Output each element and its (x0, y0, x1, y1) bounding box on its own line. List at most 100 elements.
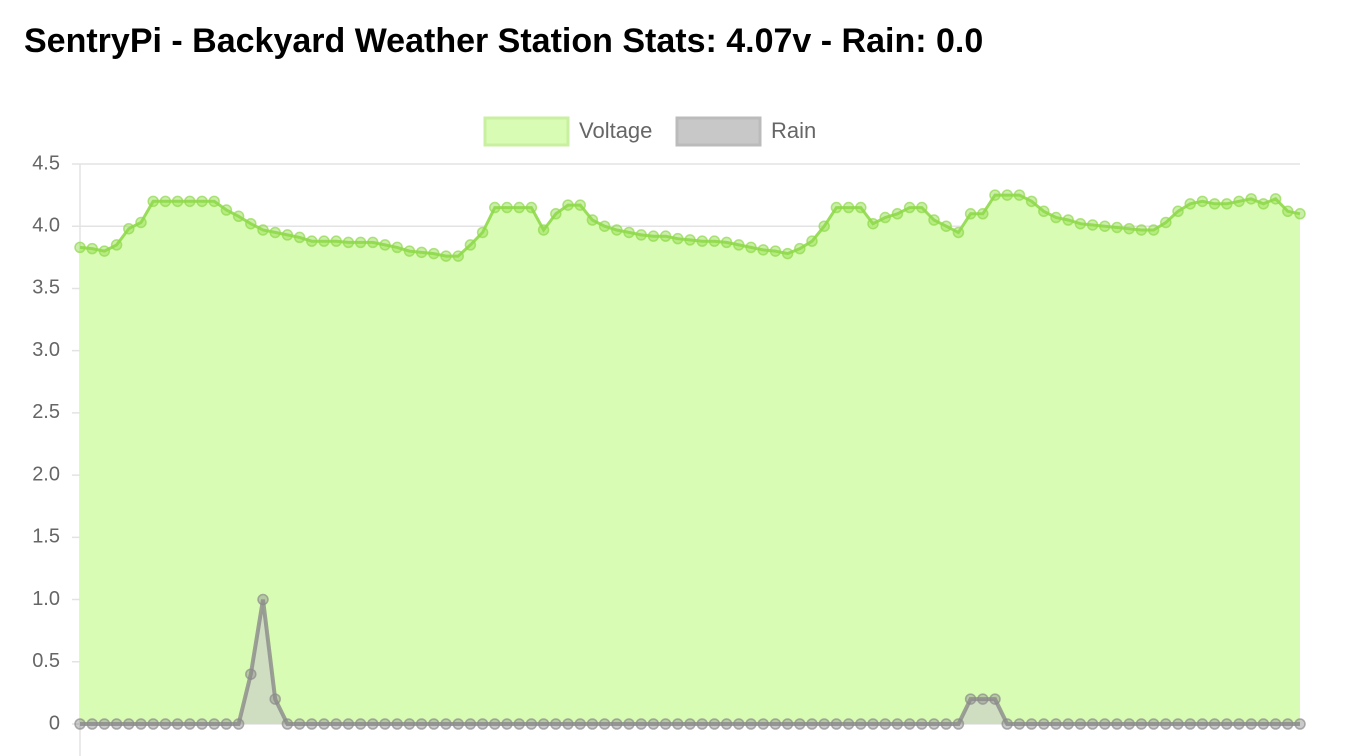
point (1208, 718, 1221, 730)
legend-swatch (483, 116, 570, 147)
point (916, 718, 928, 730)
point (794, 242, 806, 255)
point (123, 718, 135, 730)
point (489, 201, 501, 214)
point (1184, 198, 1196, 210)
point (1123, 222, 1135, 235)
point (403, 245, 416, 257)
point (891, 718, 904, 730)
point (1038, 718, 1050, 730)
point (708, 235, 721, 247)
point (415, 246, 428, 259)
point (769, 718, 782, 730)
point (733, 718, 745, 730)
point (379, 718, 391, 730)
chart-title: SentryPi - Backyard Weather Station Stat… (24, 22, 983, 60)
point (513, 718, 525, 730)
point (1184, 718, 1196, 730)
point (1123, 718, 1135, 730)
point (342, 236, 355, 249)
point (86, 718, 98, 730)
point (464, 718, 477, 730)
point (501, 718, 513, 730)
point (367, 718, 379, 730)
point (806, 718, 818, 730)
point (1025, 718, 1038, 730)
point (989, 189, 1001, 201)
point (342, 718, 355, 730)
point (659, 718, 672, 730)
point (1135, 718, 1148, 730)
point (696, 718, 708, 730)
point (720, 236, 733, 249)
point (1233, 195, 1245, 208)
point (818, 718, 830, 730)
point (1269, 193, 1282, 205)
point (1294, 208, 1306, 220)
point (1062, 214, 1074, 226)
point (574, 199, 586, 211)
point (928, 214, 940, 226)
legend-swatch (675, 116, 762, 147)
point (550, 208, 562, 220)
point (525, 201, 538, 214)
point (1147, 718, 1160, 730)
point (98, 718, 111, 730)
point (916, 201, 928, 214)
point (330, 718, 342, 730)
point (306, 235, 318, 247)
area (80, 195, 1300, 725)
point (440, 718, 452, 730)
y-tick-label: 3.0 (32, 339, 60, 361)
point (672, 232, 684, 245)
point (318, 718, 330, 730)
point (354, 236, 367, 249)
point (171, 718, 184, 730)
point (1221, 718, 1233, 730)
point (757, 718, 769, 730)
point (830, 718, 843, 730)
line (79, 193, 1301, 258)
point (476, 226, 489, 239)
point (1013, 718, 1026, 730)
point (1111, 221, 1123, 234)
point (379, 239, 391, 251)
point (781, 247, 794, 260)
line (80, 599, 1300, 726)
y-tick-label: 0.5 (32, 650, 60, 672)
point (647, 718, 660, 730)
point (428, 718, 440, 730)
point (635, 718, 647, 730)
point (1257, 718, 1270, 730)
point (257, 224, 269, 236)
point (855, 201, 867, 214)
point (1208, 198, 1221, 210)
point (1245, 718, 1257, 730)
point (1196, 718, 1209, 730)
point (196, 195, 208, 208)
point (1282, 205, 1294, 218)
point (489, 718, 501, 730)
point (1269, 718, 1282, 730)
point (964, 208, 977, 220)
point (1099, 220, 1111, 232)
point (733, 239, 745, 251)
point (281, 718, 294, 730)
point (245, 668, 257, 680)
point (415, 718, 428, 730)
point (842, 718, 855, 730)
point (989, 693, 1001, 705)
point (1135, 224, 1148, 236)
point (903, 201, 916, 214)
point (879, 718, 891, 730)
point (110, 239, 123, 251)
point (928, 718, 940, 730)
y-tick-label: 0 (49, 712, 60, 734)
legend-label: Voltage (579, 118, 652, 143)
point (440, 250, 452, 262)
point (513, 201, 525, 214)
point (696, 235, 708, 247)
point (428, 247, 440, 260)
